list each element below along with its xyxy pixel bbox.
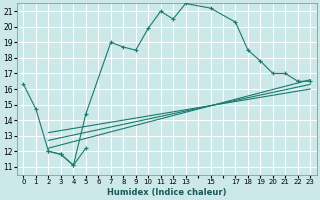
X-axis label: Humidex (Indice chaleur): Humidex (Indice chaleur) [107, 188, 227, 197]
